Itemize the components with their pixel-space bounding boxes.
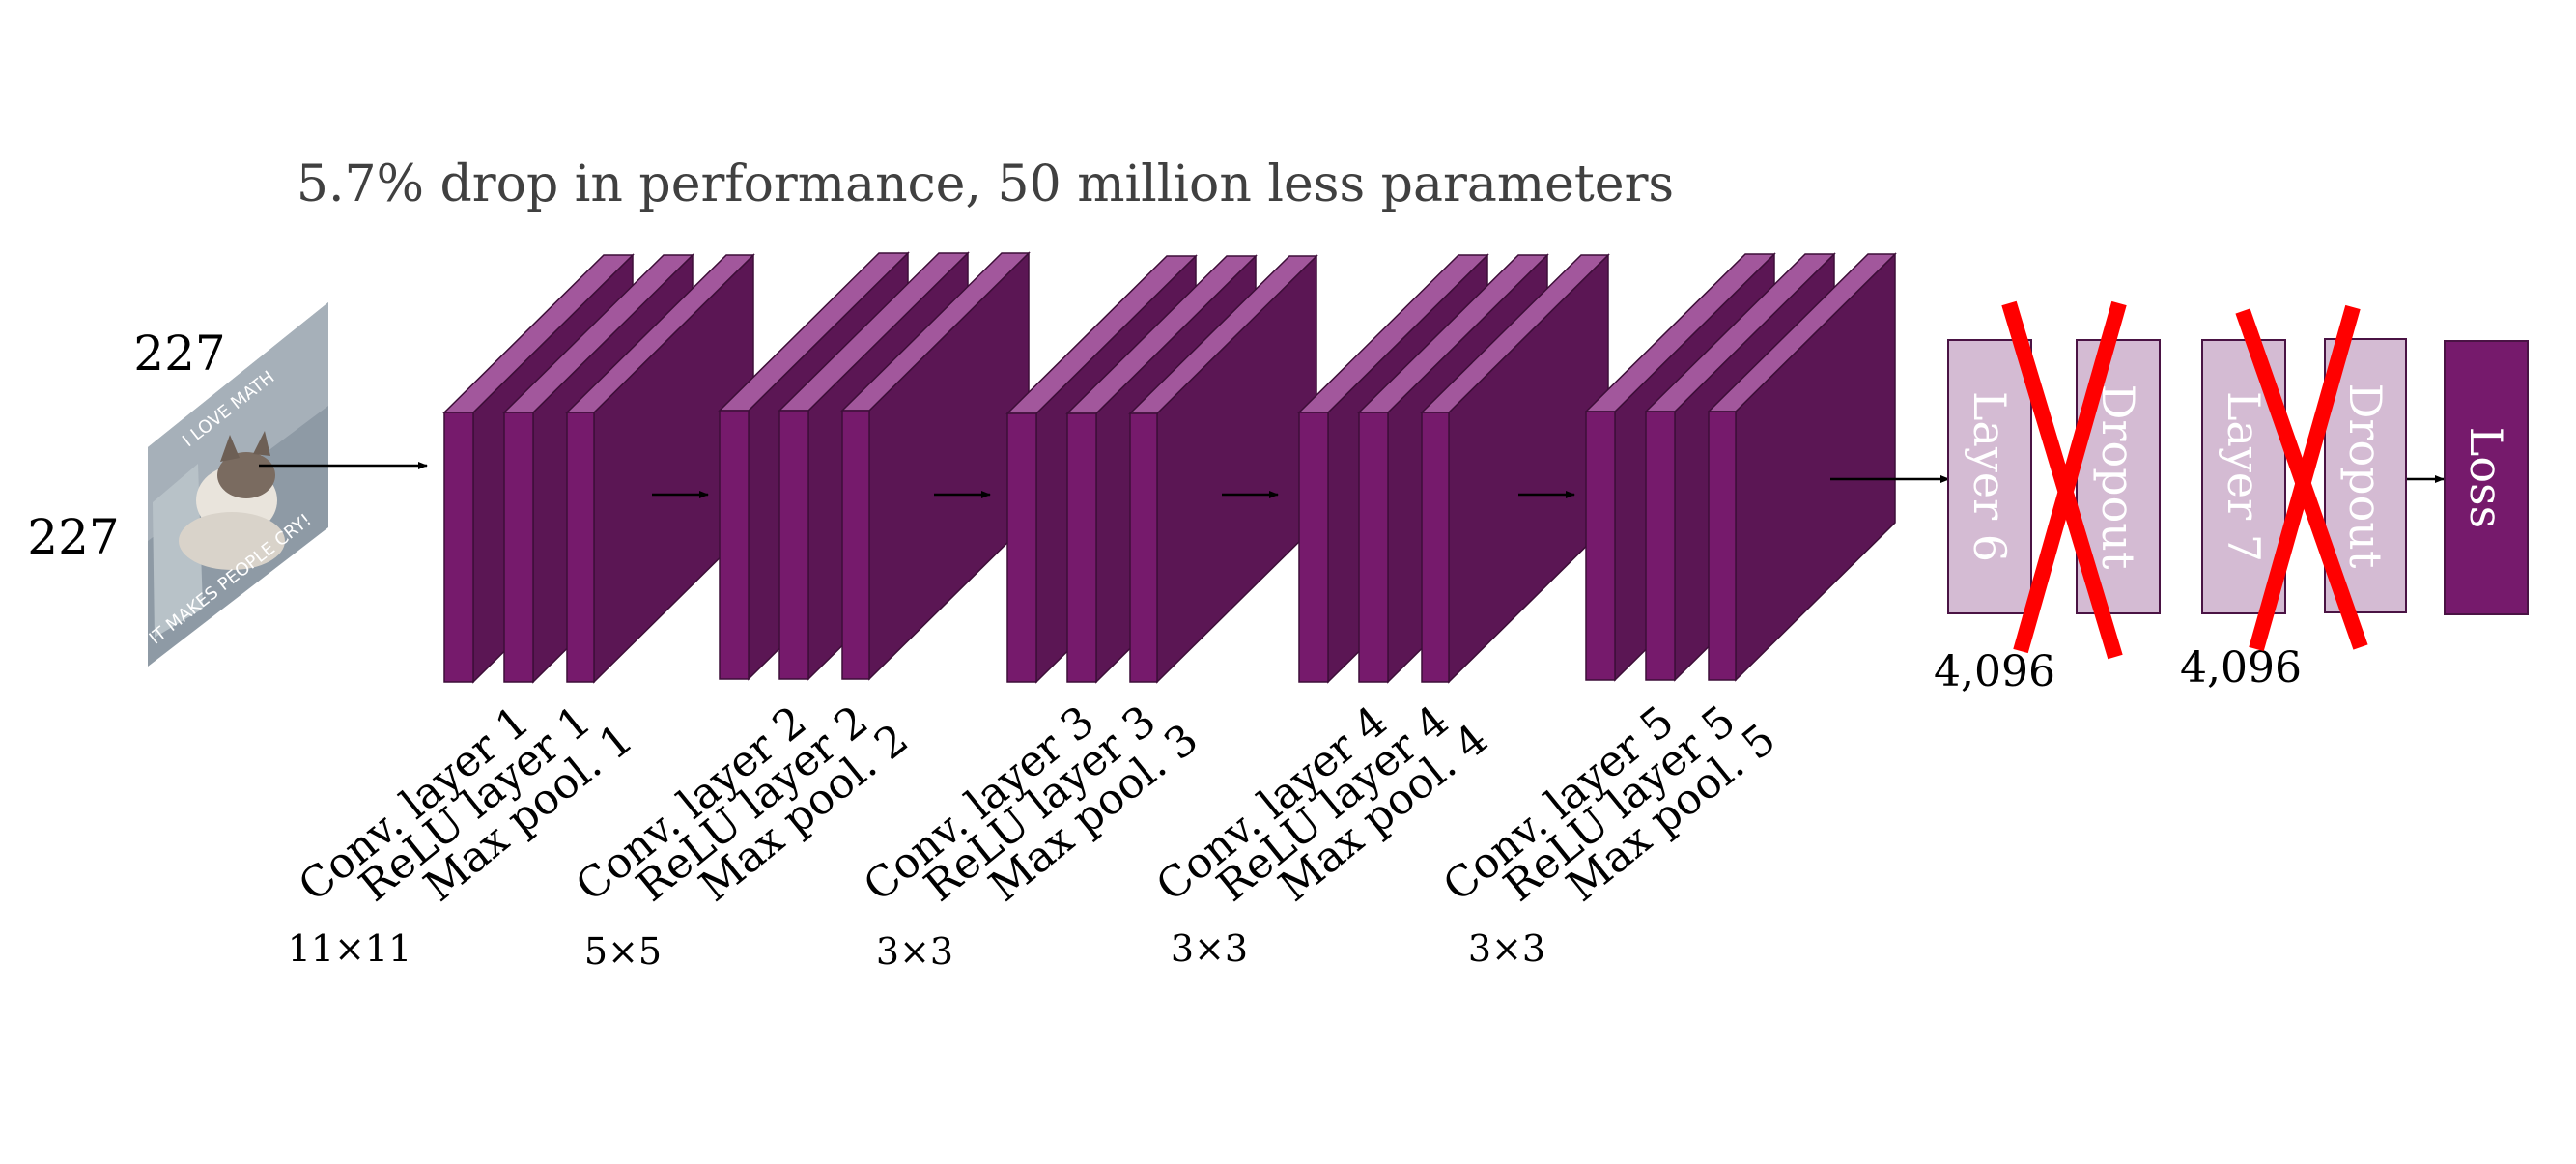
conv-block-2	[718, 251, 1031, 681]
removal-crosses	[2001, 300, 2368, 660]
diagram-caption: 5.7% drop in performance, 50 million les…	[297, 156, 1674, 213]
flow-arrows	[259, 462, 2445, 498]
fc-label-2: Dropout	[2092, 384, 2144, 570]
fc-box-5: Loss	[2444, 340, 2529, 615]
conv-block-5-slab-3	[1707, 252, 1897, 682]
conv-block-1-slab-3	[565, 253, 755, 684]
conv-block-5	[1584, 252, 1897, 682]
kernel-size-4: 3×3	[1171, 927, 1248, 970]
fc-box-1: Layer 6	[1947, 339, 2032, 614]
conv-block-1	[442, 253, 755, 684]
conv-blocks	[442, 251, 1897, 684]
kernel-size-2: 5×5	[584, 930, 662, 973]
removal-cross-2	[2235, 304, 2368, 652]
conv-block-3-slab-3	[1128, 254, 1318, 684]
fc-layers: Layer 6 Dropout Layer 7 Dropout Loss	[1947, 338, 2529, 615]
input-width-label: 227	[133, 326, 225, 382]
fc-label-4: Dropout	[2339, 383, 2392, 569]
fc-count-2: 4,096	[2180, 643, 2302, 693]
fc-label-3: Layer 7	[2218, 391, 2270, 562]
kernel-size-5: 3×3	[1468, 927, 1545, 970]
conv-block-4-slab-3	[1420, 253, 1610, 684]
conv-block-3	[1005, 254, 1318, 684]
fc-label-5: Loss	[2460, 427, 2512, 528]
removal-cross-1	[2001, 300, 2127, 660]
fc-label-1: Layer 6	[1964, 391, 2016, 562]
input-height-label: 227	[27, 509, 119, 565]
kernel-size-1: 11×11	[288, 927, 412, 970]
conv-block-4	[1297, 253, 1610, 684]
fc-count-1: 4,096	[1934, 647, 2055, 696]
kernel-size-3: 3×3	[876, 930, 953, 973]
